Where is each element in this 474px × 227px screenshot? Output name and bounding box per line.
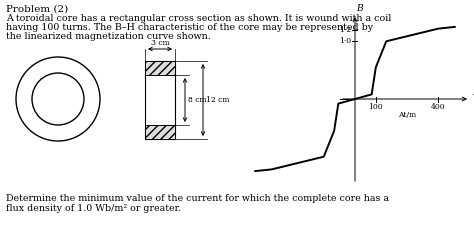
Text: having 100 turns. The B–H characteristic of the core may be represented by: having 100 turns. The B–H characteristic…: [6, 23, 373, 32]
Text: H: H: [472, 88, 474, 97]
Text: Determine the minimum value of the current for which the complete core has a: Determine the minimum value of the curre…: [6, 194, 389, 203]
Text: A toroidal core has a rectangular cross section as shown. It is wound with a coi: A toroidal core has a rectangular cross …: [6, 14, 392, 23]
Text: Problem (2): Problem (2): [6, 5, 68, 14]
Text: B: B: [356, 4, 363, 13]
Text: the linearized magnetization curve shown.: the linearized magnetization curve shown…: [6, 32, 211, 41]
Bar: [145, 61, 175, 75]
Text: 12 cm: 12 cm: [206, 96, 229, 104]
Text: 3 cm: 3 cm: [151, 39, 169, 47]
Text: 400: 400: [431, 103, 446, 111]
Bar: [145, 61, 175, 139]
Text: flux density of 1.0 Wb/m² or greater.: flux density of 1.0 Wb/m² or greater.: [6, 204, 181, 213]
Text: At/m: At/m: [398, 111, 416, 119]
Text: 1·0: 1·0: [339, 37, 351, 45]
Text: 8 cm: 8 cm: [188, 96, 207, 104]
Bar: [145, 125, 175, 139]
Text: 1·2: 1·2: [339, 26, 351, 34]
Text: 100: 100: [368, 103, 383, 111]
